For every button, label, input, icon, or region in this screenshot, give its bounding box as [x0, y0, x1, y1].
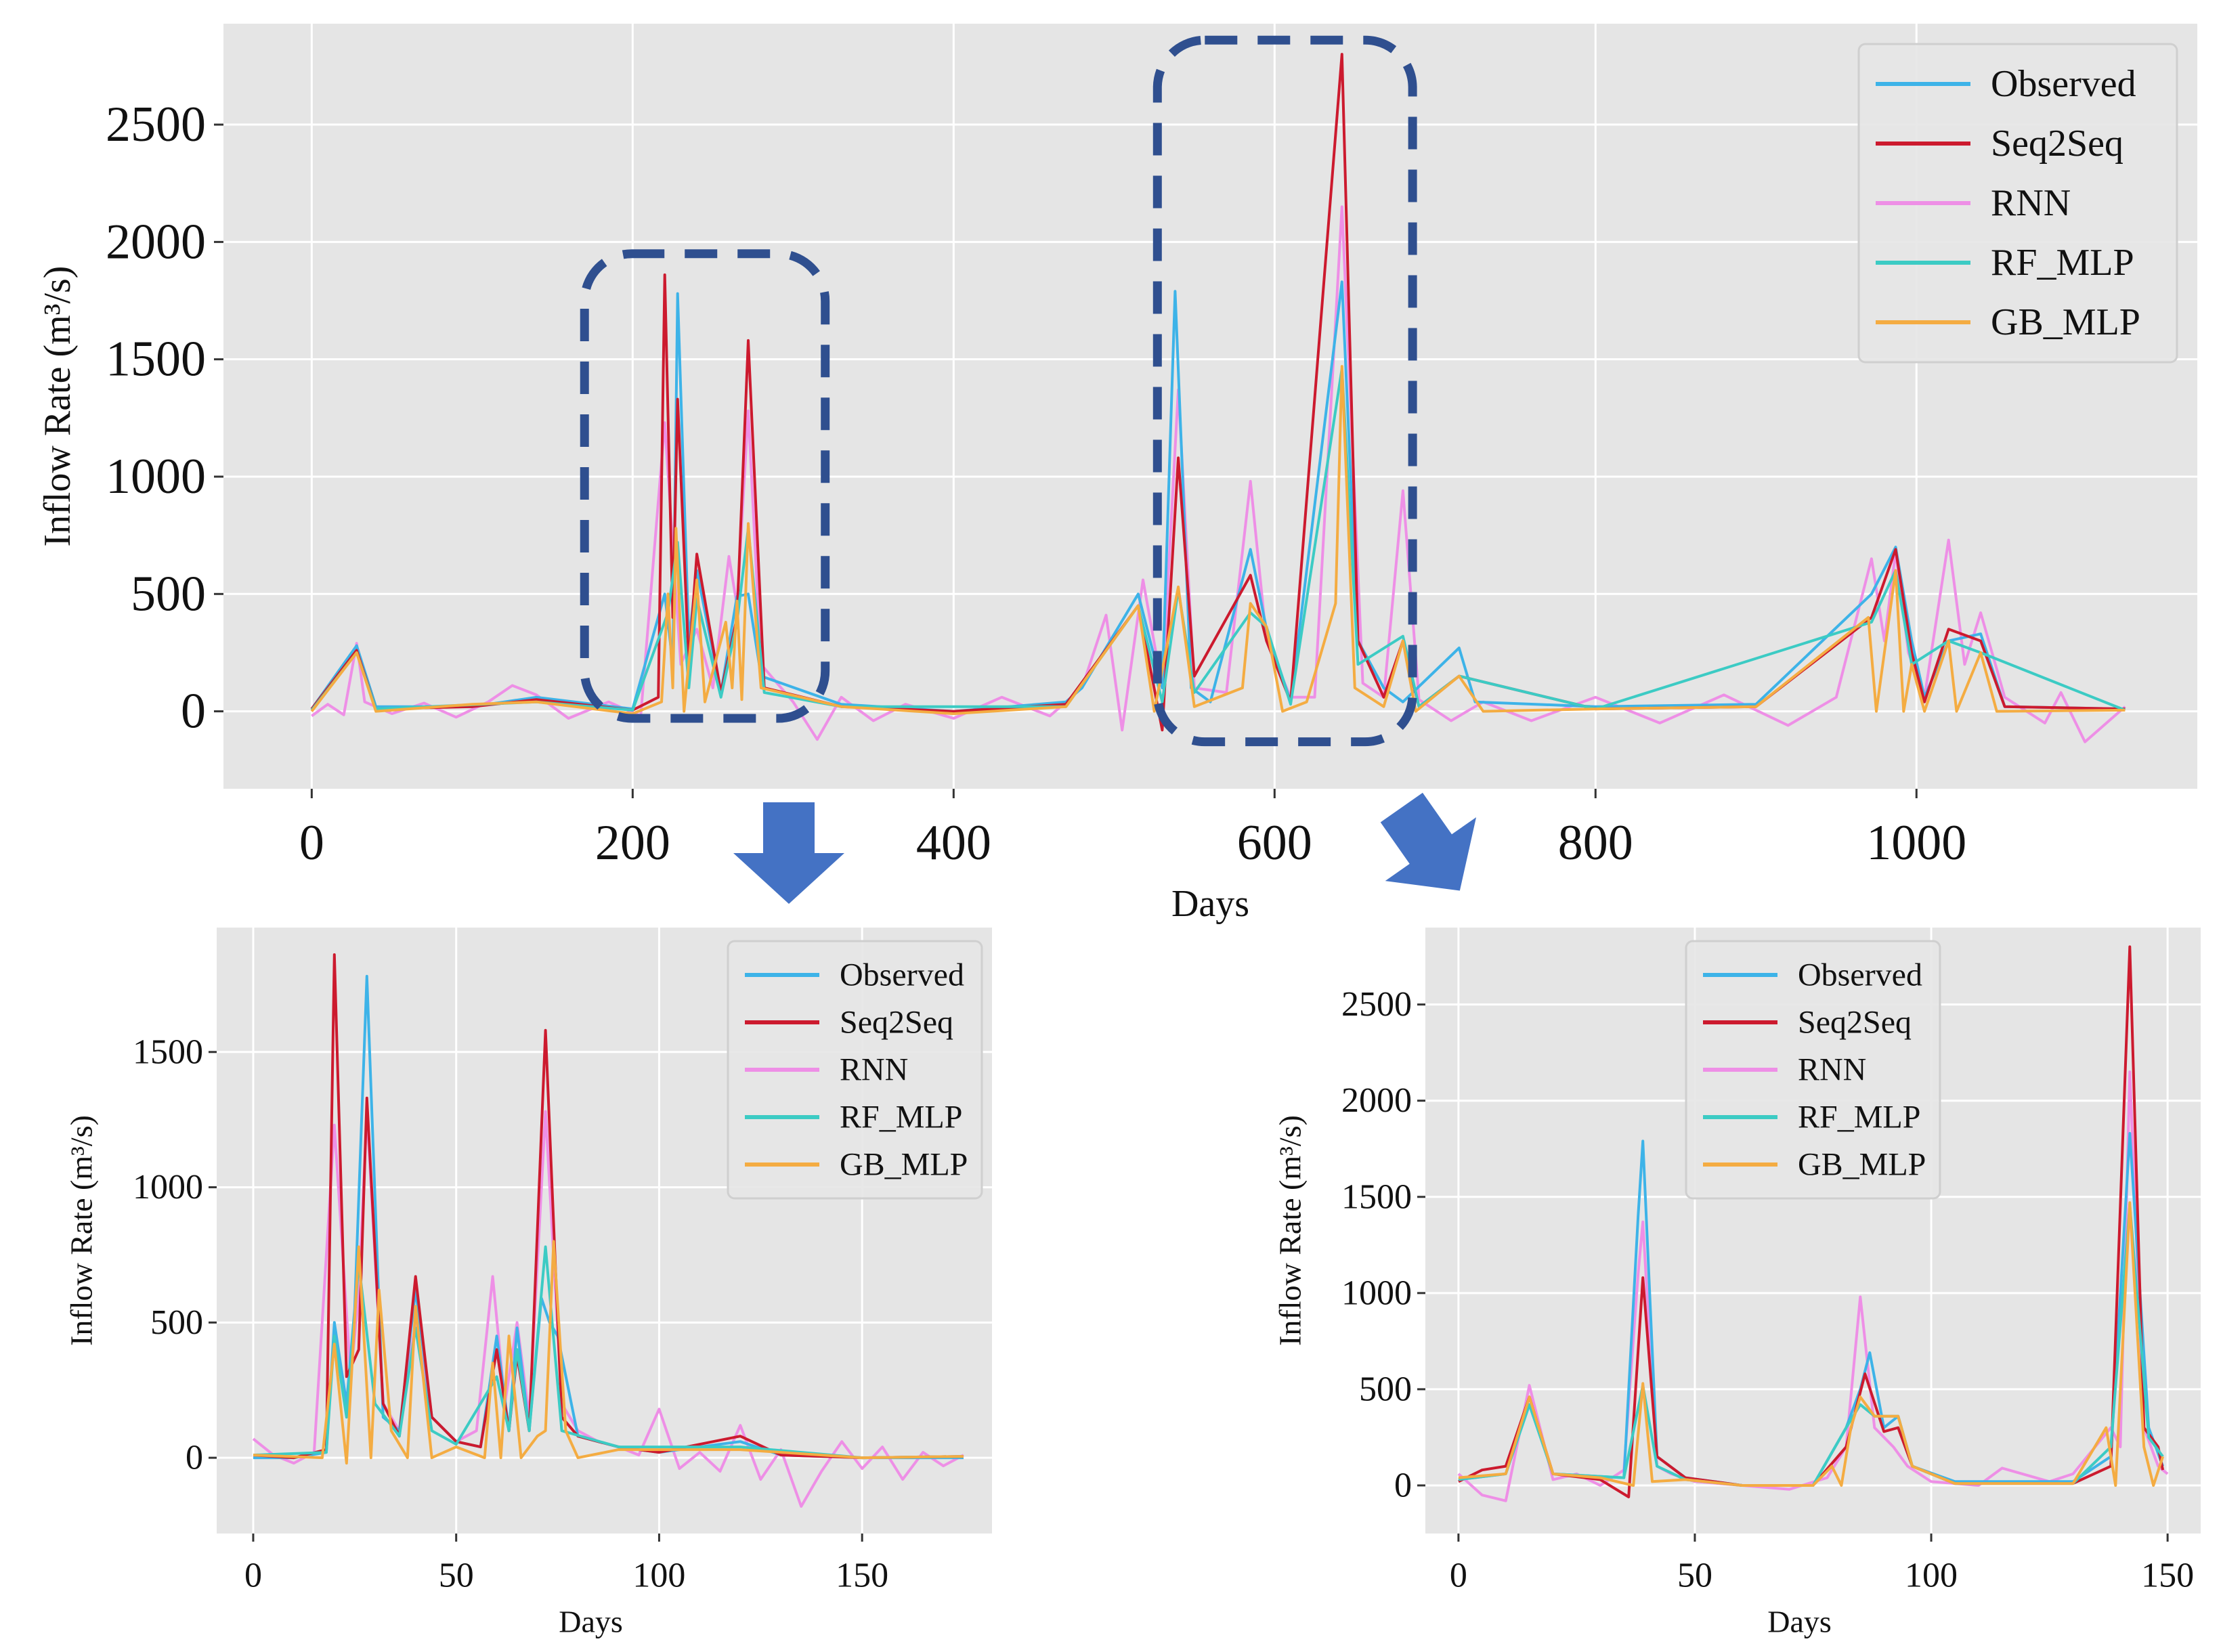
legend: Observed Seq2Seq RNN RF_MLP GB_MLP	[1685, 940, 1941, 1200]
y-tick-label: 500	[150, 1303, 203, 1342]
x-axis-label: Days	[1171, 883, 1249, 925]
series-line-gb-mlp	[1458, 1201, 2165, 1487]
y-axis-label: Inflow Rate (m³/s)	[37, 266, 79, 547]
legend-label-rf-mlp: RF_MLP	[1798, 1100, 1920, 1135]
legend-label-observed: Observed	[1798, 957, 1922, 993]
y-tick-label: 1000	[133, 1168, 203, 1207]
y-tick-label: 2000	[106, 214, 206, 269]
x-tick-label: 0	[1450, 1557, 1467, 1595]
y-tick-label: 1500	[133, 1032, 203, 1071]
x-tick-label: 1000	[1866, 815, 1966, 871]
series-line-rf-mlp	[310, 367, 2126, 712]
y-axis-label: Inflow Rate (m³/s)	[64, 1115, 99, 1346]
legend: Observed Seq2Seq RNN RF_MLP GB_MLP	[1857, 43, 2178, 364]
series-group	[252, 953, 964, 1508]
series-line-rnn	[311, 205, 2126, 743]
series-line-gb-mlp	[253, 1240, 964, 1465]
x-tick-label: 800	[1558, 815, 1633, 871]
legend-label-gb-mlp: GB_MLP	[1991, 301, 2140, 343]
series-group	[310, 53, 2126, 743]
legend-label-gb-mlp: GB_MLP	[840, 1147, 968, 1183]
y-axis-label: Inflow Rate (m³/s)	[1273, 1115, 1308, 1346]
legend-label-rnn: RNN	[1798, 1052, 1866, 1088]
zoom-region-2-box	[1152, 35, 1417, 747]
x-tick-label: 400	[916, 815, 991, 871]
x-tick-label: 100	[632, 1557, 685, 1595]
y-tick-label: 500	[1359, 1370, 1412, 1408]
y-tick-label: 2500	[1341, 985, 1412, 1024]
y-tick-label: 2000	[1341, 1081, 1412, 1120]
legend-label-observed: Observed	[840, 957, 964, 993]
legend-label-rf-mlp: RF_MLP	[1991, 242, 2134, 284]
x-tick-label: 0	[244, 1557, 262, 1595]
chart-main: 0 500 1000 1500 2000 2500 0 200 400 600 800 1000 Day…	[37, 24, 2197, 925]
legend-label-gb-mlp: GB_MLP	[1798, 1147, 1926, 1183]
y-tick-label: 2500	[106, 97, 206, 152]
legend-label-rnn: RNN	[840, 1052, 908, 1088]
legend-box	[1685, 940, 1941, 1200]
zoom-arrow-right-shape	[1380, 792, 1477, 891]
x-tick-label: 100	[1905, 1557, 1958, 1595]
x-axis-label: Days	[559, 1605, 623, 1639]
legend-label-rf-mlp: RF_MLP	[840, 1100, 962, 1135]
y-tick-label: 0	[186, 1439, 203, 1477]
zoom-region-1-box	[580, 249, 830, 723]
x-tick-label: 150	[2141, 1557, 2194, 1595]
series-line-rf-mlp	[253, 1245, 964, 1460]
y-tick-label: 1500	[1341, 1177, 1412, 1216]
legend-label-rnn: RNN	[1991, 182, 2071, 224]
y-tick-label: 0	[1394, 1466, 1412, 1504]
y-tick-label: 0	[181, 684, 206, 739]
series-line-gb-mlp	[310, 365, 2126, 716]
y-tick-label: 1000	[106, 449, 206, 504]
y-tick-label: 1500	[106, 332, 206, 387]
zoom-arrow-right	[1380, 792, 1477, 891]
zoom-arrow-left	[733, 802, 844, 904]
legend-label-seq2seq: Seq2Seq	[1991, 123, 2123, 165]
zoom-arrow-left-shape	[733, 802, 844, 904]
x-tick-label: 50	[439, 1557, 474, 1595]
x-tick-label: 0	[299, 815, 324, 871]
legend-box	[1857, 43, 2178, 364]
chart-zoom1: 0 500 1000 1500 0 50 100 150 Days Inflow Rate (m³…	[64, 928, 992, 1639]
y-tick-label: 1000	[1341, 1274, 1412, 1312]
x-axis-label: Days	[1767, 1605, 1832, 1639]
x-tick-label: 50	[1677, 1557, 1712, 1595]
x-tick-label: 200	[595, 815, 670, 871]
legend: Observed Seq2Seq RNN RF_MLP GB_MLP	[727, 940, 983, 1200]
y-tick-label: 500	[131, 566, 206, 622]
legend-box	[727, 940, 983, 1200]
x-tick-label: 150	[836, 1557, 888, 1595]
chart-zoom2: 0 500 1000 1500 2000 2500 0 50 100 150 Days Inflow …	[1273, 928, 2201, 1639]
legend-label-seq2seq: Seq2Seq	[840, 1005, 953, 1041]
legend-label-observed: Observed	[1991, 63, 2136, 105]
legend-label-seq2seq: Seq2Seq	[1798, 1005, 1912, 1041]
x-tick-label: 600	[1237, 815, 1312, 871]
series-group	[1457, 945, 2169, 1502]
series-line-seq2seq	[310, 53, 2126, 732]
